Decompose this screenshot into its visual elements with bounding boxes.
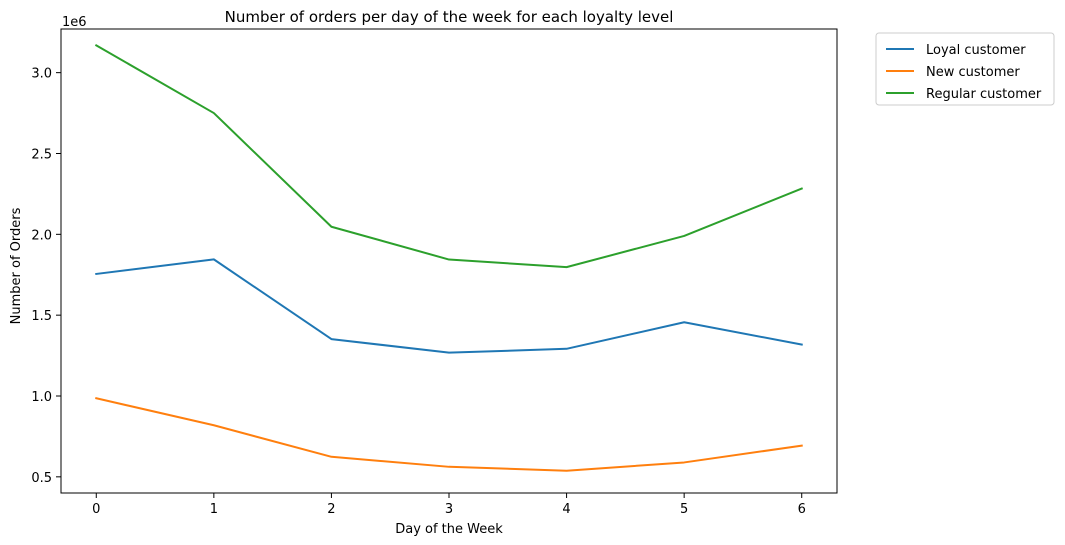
data-point-1-4: [566, 470, 568, 472]
data-point-1-0: [95, 397, 97, 399]
x-tick-label: 3: [445, 502, 453, 517]
series-line-1: [95, 397, 803, 472]
y-tick-label: 2.0: [31, 228, 52, 243]
legend-items: Loyal customer New customer Regular custom…: [886, 43, 1042, 102]
data-point-2-2: [330, 226, 332, 228]
legend-label: Regular customer: [926, 87, 1042, 102]
data-point-2-0: [95, 44, 97, 46]
data-point-0-6: [801, 344, 803, 346]
y-axis: 0.5 1.0 1.5 2.0 2.5 3.0: [31, 67, 61, 486]
x-tick-label: 6: [798, 502, 806, 517]
x-tick-label: 4: [562, 502, 570, 517]
y-axis-label: Number of Orders: [9, 207, 24, 324]
y-tick-label: 1.5: [31, 309, 52, 324]
data-point-1-5: [683, 461, 685, 463]
x-tick-label: 2: [327, 502, 335, 517]
y-tick-label: 1.0: [31, 390, 52, 405]
legend-frame: [875, 32, 1055, 106]
y-tick-label: 0.5: [31, 471, 52, 486]
series-line-2: [94, 43, 804, 269]
y-axis-offset-text: 1e6: [62, 15, 87, 30]
plot-area: [60, 28, 838, 494]
legend: Loyal customer New customer Regular custom…: [875, 32, 1055, 106]
x-axis-label: Day of the Week: [395, 522, 503, 537]
legend-label: New customer: [926, 65, 1020, 80]
y-tick-label: 3.0: [31, 67, 52, 82]
series-line-0: [95, 258, 803, 354]
data-point-2-5: [683, 235, 685, 237]
data-point-2-6: [801, 188, 803, 190]
data-point-2-3: [448, 259, 450, 261]
data-point-0-4: [566, 348, 568, 350]
data-point-2-4: [566, 266, 568, 268]
series-layer: [94, 43, 804, 472]
x-tick-label: 0: [92, 502, 100, 517]
data-point-0-3: [448, 352, 450, 354]
data-point-1-1: [213, 424, 215, 426]
x-tick-label: 5: [680, 502, 688, 517]
data-point-1-2: [330, 456, 332, 458]
data-point-1-6: [801, 445, 803, 447]
data-point-0-2: [330, 338, 332, 340]
data-point-0-5: [683, 321, 685, 323]
data-point-0-1: [213, 258, 215, 260]
data-point-1-3: [448, 466, 450, 468]
chart-title: Number of orders per day of the week for…: [225, 8, 674, 26]
y-tick-label: 2.5: [31, 147, 52, 162]
data-point-0-0: [95, 273, 97, 275]
x-axis: 0 1 2 3 4 5 6: [92, 493, 806, 517]
x-tick-label: 1: [210, 502, 218, 517]
legend-label: Loyal customer: [926, 43, 1026, 58]
data-point-2-1: [213, 112, 215, 114]
